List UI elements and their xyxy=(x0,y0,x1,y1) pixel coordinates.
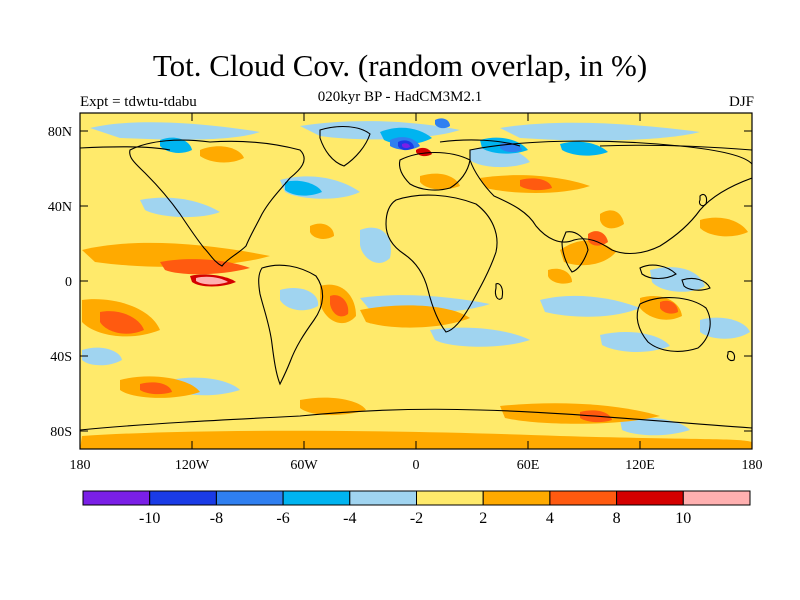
colorbar-swatch xyxy=(282,490,351,506)
lat-tick-label: 80S xyxy=(50,425,72,440)
lat-tick-label: 40N xyxy=(48,200,72,215)
map-subtitle: 020kyr BP - HadCM3M2.1 xyxy=(317,89,483,105)
colorbar-label: -2 xyxy=(410,510,423,527)
map-title: Tot. Cloud Cov. (random overlap, in %) xyxy=(152,48,648,83)
map-field xyxy=(80,113,752,449)
lat-tick-labels: 80N 40N 0 40S 80S xyxy=(48,125,72,440)
lon-tick-marks xyxy=(79,113,753,449)
colorbar-swatch xyxy=(682,490,751,506)
coastlines xyxy=(80,125,752,431)
lat-tick-label: 40S xyxy=(50,350,72,365)
lon-tick-label: 60W xyxy=(290,458,318,473)
colorbar-swatch xyxy=(349,490,417,506)
colorbar-swatch xyxy=(149,490,217,506)
colorbar-swatch xyxy=(82,490,151,506)
colorbar-label: -10 xyxy=(139,510,160,527)
experiment-label: Expt = tdwtu-tdabu xyxy=(80,94,197,110)
lon-tick-label: 120E xyxy=(625,458,655,473)
season-label: DJF xyxy=(728,94,754,110)
field-purple-patches xyxy=(402,143,410,149)
lon-tick-label: 180 xyxy=(70,458,91,473)
colorbar-labels: -10 -8 -6 -4 -2 2 4 8 10 xyxy=(139,510,691,527)
field-pink-patches xyxy=(196,276,228,285)
colorbar-swatch xyxy=(416,490,484,506)
lon-tick-labels: 180 120W 60W 0 60E 120E 180 xyxy=(70,458,763,473)
lat-tick-label: 0 xyxy=(65,275,72,290)
lon-tick-label: 120W xyxy=(175,458,210,473)
lon-tick-label: 60E xyxy=(517,458,540,473)
colorbar-label: 4 xyxy=(546,510,554,527)
lat-tick-label: 80N xyxy=(48,125,72,140)
field-orange-patches xyxy=(80,146,752,449)
colorbar-swatch xyxy=(482,490,551,506)
lon-tick-label: 180 xyxy=(742,458,763,473)
colorbar-swatch xyxy=(549,490,618,506)
colorbar xyxy=(82,490,751,506)
colorbar-label: -4 xyxy=(343,510,356,527)
colorbar-swatch xyxy=(616,490,684,506)
lon-tick-label: 0 xyxy=(413,458,420,473)
field-background xyxy=(80,113,752,449)
colorbar-swatch xyxy=(215,490,284,506)
colorbar-label: -6 xyxy=(276,510,289,527)
colorbar-label: -8 xyxy=(210,510,223,527)
colorbar-label: 8 xyxy=(613,510,621,527)
colorbar-label: 2 xyxy=(479,510,487,527)
lat-tick-marks xyxy=(80,130,752,432)
colorbar-label: 10 xyxy=(675,510,691,527)
